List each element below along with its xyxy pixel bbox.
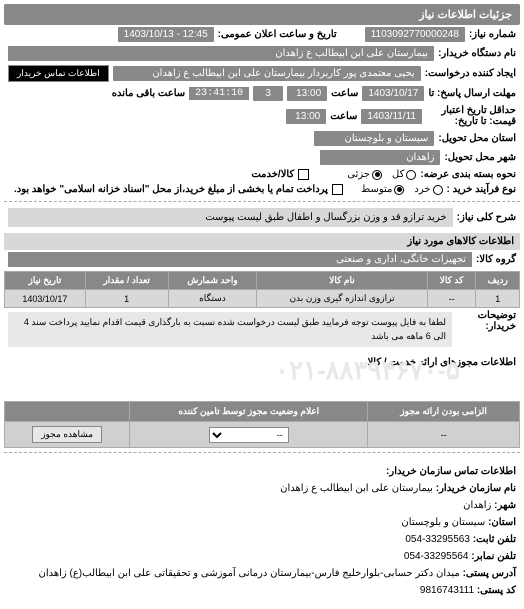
- table-cell: ترازوی اندازه گیری وزن بدن: [257, 290, 427, 308]
- table-header: واحد شمارش: [168, 272, 257, 290]
- validity-time: 13:00: [286, 109, 326, 124]
- auth-row: -- -- مشاهده مجوز: [5, 422, 520, 448]
- validity-date: 1403/11/11: [361, 109, 422, 124]
- table-cell: 1: [476, 290, 520, 308]
- goods-checkbox[interactable]: [298, 169, 309, 180]
- panel-title: جزئیات اطلاعات نیاز: [4, 4, 520, 25]
- group-value: تجهیزات خانگی، اداری و صنعتی: [8, 252, 472, 267]
- contact-org-value: بیمارستان علی ابن ابیطالب ع زاهدان: [280, 483, 433, 494]
- view-permit-button[interactable]: مشاهده مجوز: [32, 426, 102, 443]
- treasury-checkbox[interactable]: [332, 184, 343, 195]
- pkg-part-label: جزئی: [347, 169, 370, 180]
- contact-addr-label: آدرس پستی:: [463, 568, 516, 579]
- proc-medium-radio[interactable]: متوسط: [361, 184, 404, 195]
- contact-phone-value: 33295563-054: [405, 534, 470, 545]
- deadline-date: 1403/10/17: [362, 86, 424, 101]
- table-cell: 1403/10/17: [5, 290, 86, 308]
- deadline-time: 13:00: [287, 86, 327, 101]
- creator-value: یحیی معتمدی پور کاربردار بیمارستان علی ا…: [113, 66, 421, 81]
- city-value: زاهدان: [320, 150, 440, 165]
- desc-value: خرید ترازو قد و وزن بزرگسال و اطفال طبق …: [8, 208, 453, 227]
- table-header: تاریخ نیاز: [5, 272, 86, 290]
- contact-button[interactable]: اطلاعات تماس خریدار: [8, 65, 109, 82]
- contact-block: اطلاعات تماس سازمان خریدار: نام سازمان خ…: [4, 457, 520, 605]
- items-table: ردیفکد کالانام کالاواحد شمارشتعداد / مقد…: [4, 271, 520, 308]
- table-row: 1--ترازوی اندازه گیری وزن بدندستگاه11403…: [5, 290, 520, 308]
- time-label-1: ساعت: [331, 88, 358, 99]
- contact-province-label: استان:: [488, 517, 516, 528]
- table-header: نام کالا: [257, 272, 427, 290]
- contact-fax-label: تلفن نمابر:: [471, 551, 516, 562]
- auth-col1: الزامی بودن ارائه مجوز: [368, 402, 520, 422]
- validity-label: حداقل تاریخ اعتبار قیمت: تا تاریخ:: [426, 105, 516, 127]
- deadline-label: مهلت ارسال پاسخ: تا: [428, 88, 516, 99]
- table-cell: 1: [85, 290, 168, 308]
- auth-empty1: --: [368, 422, 520, 448]
- contact-header: اطلاعات تماس سازمان خریدار:: [386, 466, 516, 477]
- note-label: توضیحات خریدار:: [456, 310, 516, 332]
- contact-fax-value: 33295564-054: [404, 551, 469, 562]
- announce-value: 12:45 - 1403/10/13: [118, 27, 214, 42]
- table-header: ردیف: [476, 272, 520, 290]
- contact-city-value: زاهدان: [463, 500, 491, 511]
- contact-org-label: نام سازمان خریدار:: [436, 483, 516, 494]
- proc-small-radio[interactable]: خرد: [414, 184, 442, 195]
- creator-label: ایجاد کننده درخواست:: [425, 68, 516, 79]
- reqno-value: 1103092770000248: [365, 27, 465, 42]
- table-cell: --: [427, 290, 476, 308]
- remain-suffix: ساعت باقی مانده: [112, 88, 185, 99]
- auth-table: الزامی بودن ارائه مجوز اعلام وضعیت مجوز …: [4, 401, 520, 448]
- goods-label: کالا/خدمت: [251, 169, 294, 180]
- remain-days: 3: [253, 86, 283, 101]
- items-header: اطلاعات کالاهای مورد نیاز: [4, 233, 520, 250]
- countdown-timer: 23:41:10: [189, 87, 249, 100]
- auth-select[interactable]: --: [209, 427, 289, 443]
- province-value: سیستان و بلوچستان: [314, 131, 434, 146]
- proc-small-label: خرد: [414, 184, 430, 195]
- table-cell: دستگاه: [168, 290, 257, 308]
- city-label: شهر محل تحویل:: [444, 152, 516, 163]
- pkg-part-radio[interactable]: جزئی: [347, 169, 382, 180]
- group-label: گروه کالا:: [476, 254, 516, 265]
- province-label: استان محل تحویل:: [438, 133, 516, 144]
- contact-city-label: شهر:: [494, 500, 516, 511]
- contact-post-value: 9816743111: [420, 585, 474, 596]
- note-text: لطفا به فایل پیوست توجه فرمایید طبق لیست…: [8, 312, 452, 347]
- reqno-label: شماره نیاز:: [469, 29, 516, 40]
- pkg-all-radio[interactable]: کل: [392, 169, 416, 180]
- table-header: تعداد / مقدار: [85, 272, 168, 290]
- watermark-phone: ۰۲۱-۸۸۳۹۴۶۷۰-۵: [275, 355, 460, 386]
- contact-phone-label: تلفن ثابت:: [473, 534, 516, 545]
- proc-medium-label: متوسط: [361, 184, 392, 195]
- pkg-all-label: کل: [392, 169, 404, 180]
- contact-addr-value: میدان دکتر حسابی-بلوارخلیج فارس-بیمارستا…: [38, 568, 459, 579]
- contact-post-label: کد پستی:: [477, 585, 516, 596]
- process-label: نوع فرآیند خرید :: [447, 184, 516, 195]
- auth-col2: اعلام وضعیت مجوز توسط تامین کننده: [130, 402, 368, 422]
- buyer-value: بیمارستان علی ابن ابیطالب ع زاهدان: [8, 46, 434, 61]
- pkg-label: نحوه بسته بندی عرضه:: [420, 169, 516, 180]
- contact-province-value: سیستان و بلوچستان: [401, 517, 485, 528]
- auth-col-empty: [5, 402, 130, 422]
- proc-note: پرداخت تمام یا بخشی از مبلغ خرید،از محل …: [14, 184, 328, 195]
- buyer-label: نام دستگاه خریدار:: [438, 48, 516, 59]
- table-header: کد کالا: [427, 272, 476, 290]
- time-label-2: ساعت: [330, 111, 357, 122]
- announce-label: تاریخ و ساعت اعلان عمومی:: [218, 29, 337, 40]
- desc-label: شرح کلی نیاز:: [457, 212, 516, 223]
